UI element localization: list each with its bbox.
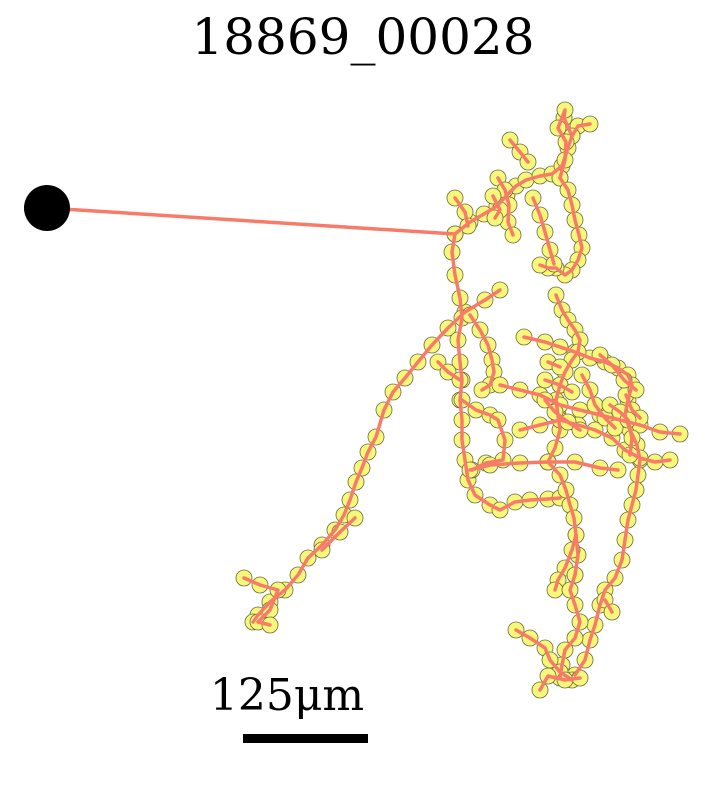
track-segment [556, 108, 574, 180]
track-segment [498, 383, 682, 436]
track-segment [453, 196, 470, 228]
track-segment [518, 418, 672, 464]
track-segment [543, 398, 582, 432]
track-segment [580, 373, 617, 430]
track-segment [538, 674, 582, 692]
track-edges [45, 108, 682, 692]
track-segment [508, 138, 530, 164]
track-segment [624, 393, 642, 420]
track-segment [242, 576, 280, 627]
track-segment [468, 313, 496, 392]
track-segment [546, 360, 562, 369]
scale-bar-label: 125μm [210, 670, 364, 721]
track-segment [491, 194, 502, 220]
track-segment [45, 206, 457, 236]
track-segment [546, 293, 582, 464]
track-segment [531, 196, 556, 266]
track-segment [436, 360, 462, 382]
track-segment [598, 353, 638, 392]
track-segment [608, 403, 634, 457]
track-segment [603, 598, 614, 614]
scale-bar [243, 734, 368, 743]
track-segment [320, 516, 357, 552]
track-segment [522, 335, 642, 677]
track-segment [558, 573, 582, 680]
track-segment [450, 232, 562, 512]
start-marker [24, 185, 70, 231]
track-segment [453, 122, 592, 236]
track-segment [460, 398, 507, 472]
track-segment [538, 176, 584, 277]
track-segment [514, 628, 574, 682]
track-segment [546, 460, 580, 577]
track-segment [543, 378, 574, 394]
track-segment [496, 176, 515, 237]
track-segment [553, 533, 578, 592]
figure-title: 18869_00028 [191, 8, 534, 66]
track-segment [251, 288, 502, 624]
